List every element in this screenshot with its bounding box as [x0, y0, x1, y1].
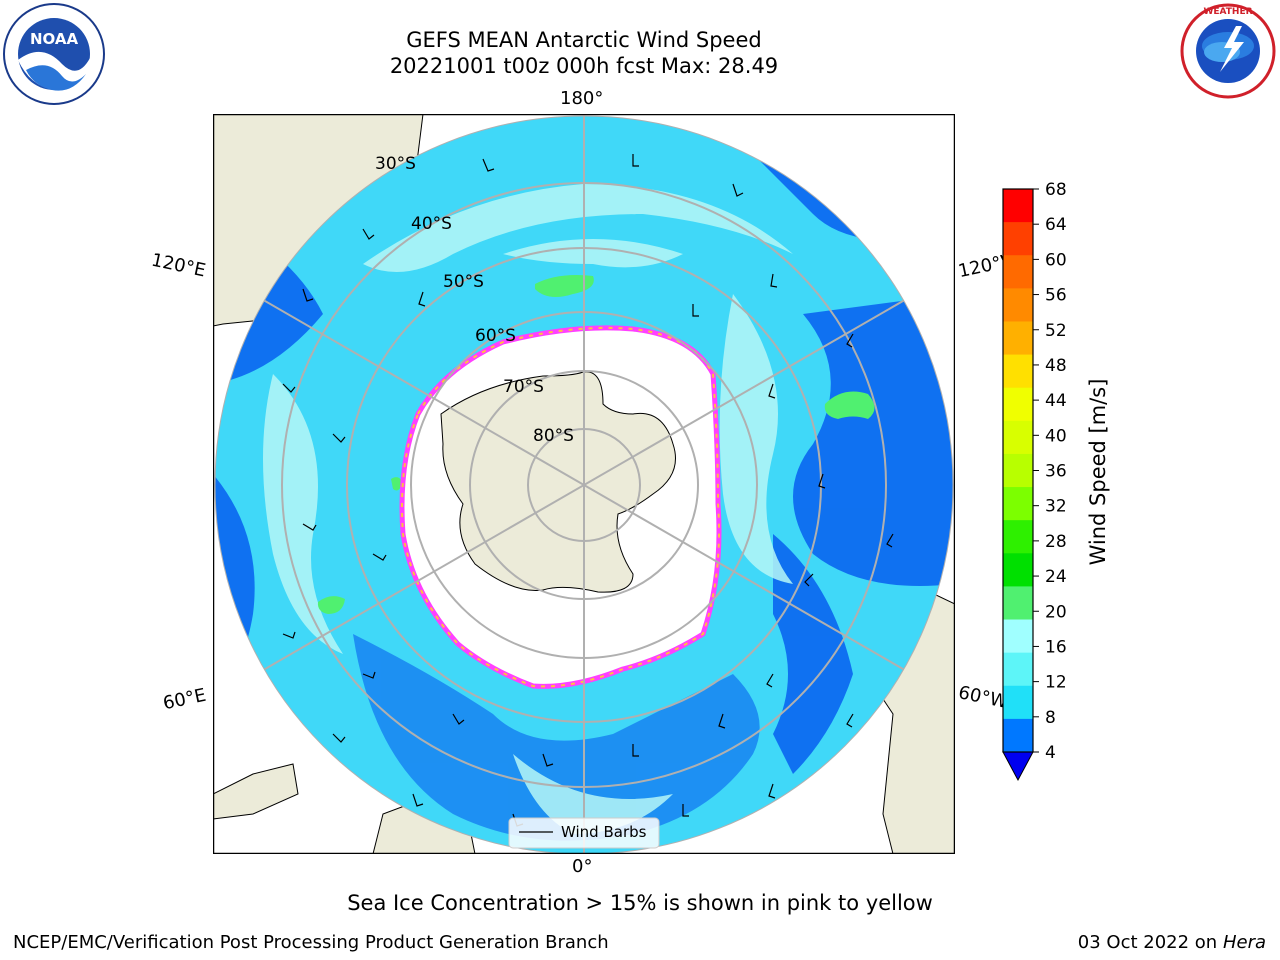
footer-left: NCEP/EMC/Verification Post Processing Pr… — [13, 932, 609, 953]
lat-label-70s: 70°S — [503, 377, 544, 397]
colorbar-tick-label: 60 — [1045, 250, 1067, 270]
colorbar-block — [1003, 222, 1033, 256]
colorbar-block — [1003, 652, 1033, 687]
colorbar-tick-label: 16 — [1045, 637, 1067, 657]
lat-label-50s: 50°S — [443, 272, 484, 292]
wind-maxima — [317, 275, 875, 614]
colorbar-block — [1003, 255, 1033, 289]
colorbar-tick-label: 24 — [1045, 567, 1067, 587]
lon-label-0: 0° — [572, 856, 593, 877]
caption: Sea Ice Concentration > 15% is shown in … — [347, 891, 933, 915]
svg-text:NOAA: NOAA — [30, 30, 79, 48]
colorbar-block — [1003, 685, 1033, 720]
colorbar-block — [1003, 619, 1033, 654]
colorbar-tick-label: 64 — [1045, 215, 1067, 235]
colorbar-block — [1003, 553, 1033, 587]
colorbar-block — [1003, 354, 1033, 389]
colorbar-tick-label: 36 — [1045, 462, 1067, 482]
plot-subtitle: 20221001 t00z 000h fcst Max: 28.49 — [389, 54, 779, 78]
lon-label-120e: 120°E — [149, 249, 208, 282]
colorbar-tick-label: 48 — [1045, 356, 1067, 376]
colorbar: 68 64 60 56 52 48 44 40 36 32 28 24 20 16 12 8 4 — [1002, 180, 1067, 782]
lon-label-60e: 60°E — [161, 684, 208, 715]
colorbar-tick-label: 8 — [1045, 708, 1056, 728]
colorbar-block — [1003, 718, 1033, 753]
plot-title: GEFS MEAN Antarctic Wind Speed — [406, 28, 762, 52]
colorbar-tick-label: 40 — [1045, 426, 1067, 446]
colorbar-block — [1003, 288, 1033, 322]
footer-right: 03 Oct 2022 on Hera — [1077, 932, 1266, 953]
lat-label-80s: 80°S — [533, 426, 574, 446]
lat-label-30s: 30°S — [375, 154, 416, 174]
svg-text:WEATHER: WEATHER — [1203, 7, 1252, 17]
colorbar-block — [1003, 453, 1033, 488]
lat-label-40s: 40°S — [411, 214, 452, 234]
legend-label: Wind Barbs — [561, 823, 647, 841]
colorbar-block — [1003, 420, 1033, 455]
colorbar-tick-label: 4 — [1045, 743, 1056, 763]
colorbar-label: Wind Speed [m/s] — [1086, 378, 1110, 566]
legend-box: Wind Barbs — [508, 817, 660, 849]
colorbar-tick-label: 20 — [1045, 602, 1067, 622]
colorbar-tick-label: 12 — [1045, 673, 1067, 693]
antarctic-wind-map: 30°S 40°S 50°S 60°S 70°S 80°S Wind Barbs — [213, 114, 955, 854]
madagascar-land — [213, 763, 299, 820]
colorbar-block — [1003, 387, 1033, 422]
lat-label-60s: 60°S — [475, 326, 516, 346]
colorbar-tick-label: 44 — [1045, 391, 1067, 411]
colorbar-tick-label: 32 — [1045, 497, 1067, 517]
colorbar-tick-label: 56 — [1045, 286, 1067, 306]
colorbar-block — [1003, 586, 1033, 621]
colorbar-block — [1003, 189, 1033, 223]
lon-label-180: 180° — [560, 88, 604, 109]
colorbar-tick-label: 28 — [1045, 532, 1067, 552]
colorbar-block — [1003, 321, 1033, 356]
colorbar-tick-label: 52 — [1045, 321, 1067, 341]
colorbar-underflow — [1002, 751, 1034, 782]
noaa-logo: NOAA — [3, 3, 105, 105]
colorbar-block — [1003, 487, 1033, 521]
colorbar-tick-label: 68 — [1045, 180, 1067, 200]
nws-logo: WEATHER — [1180, 3, 1276, 99]
colorbar-block — [1003, 520, 1033, 554]
